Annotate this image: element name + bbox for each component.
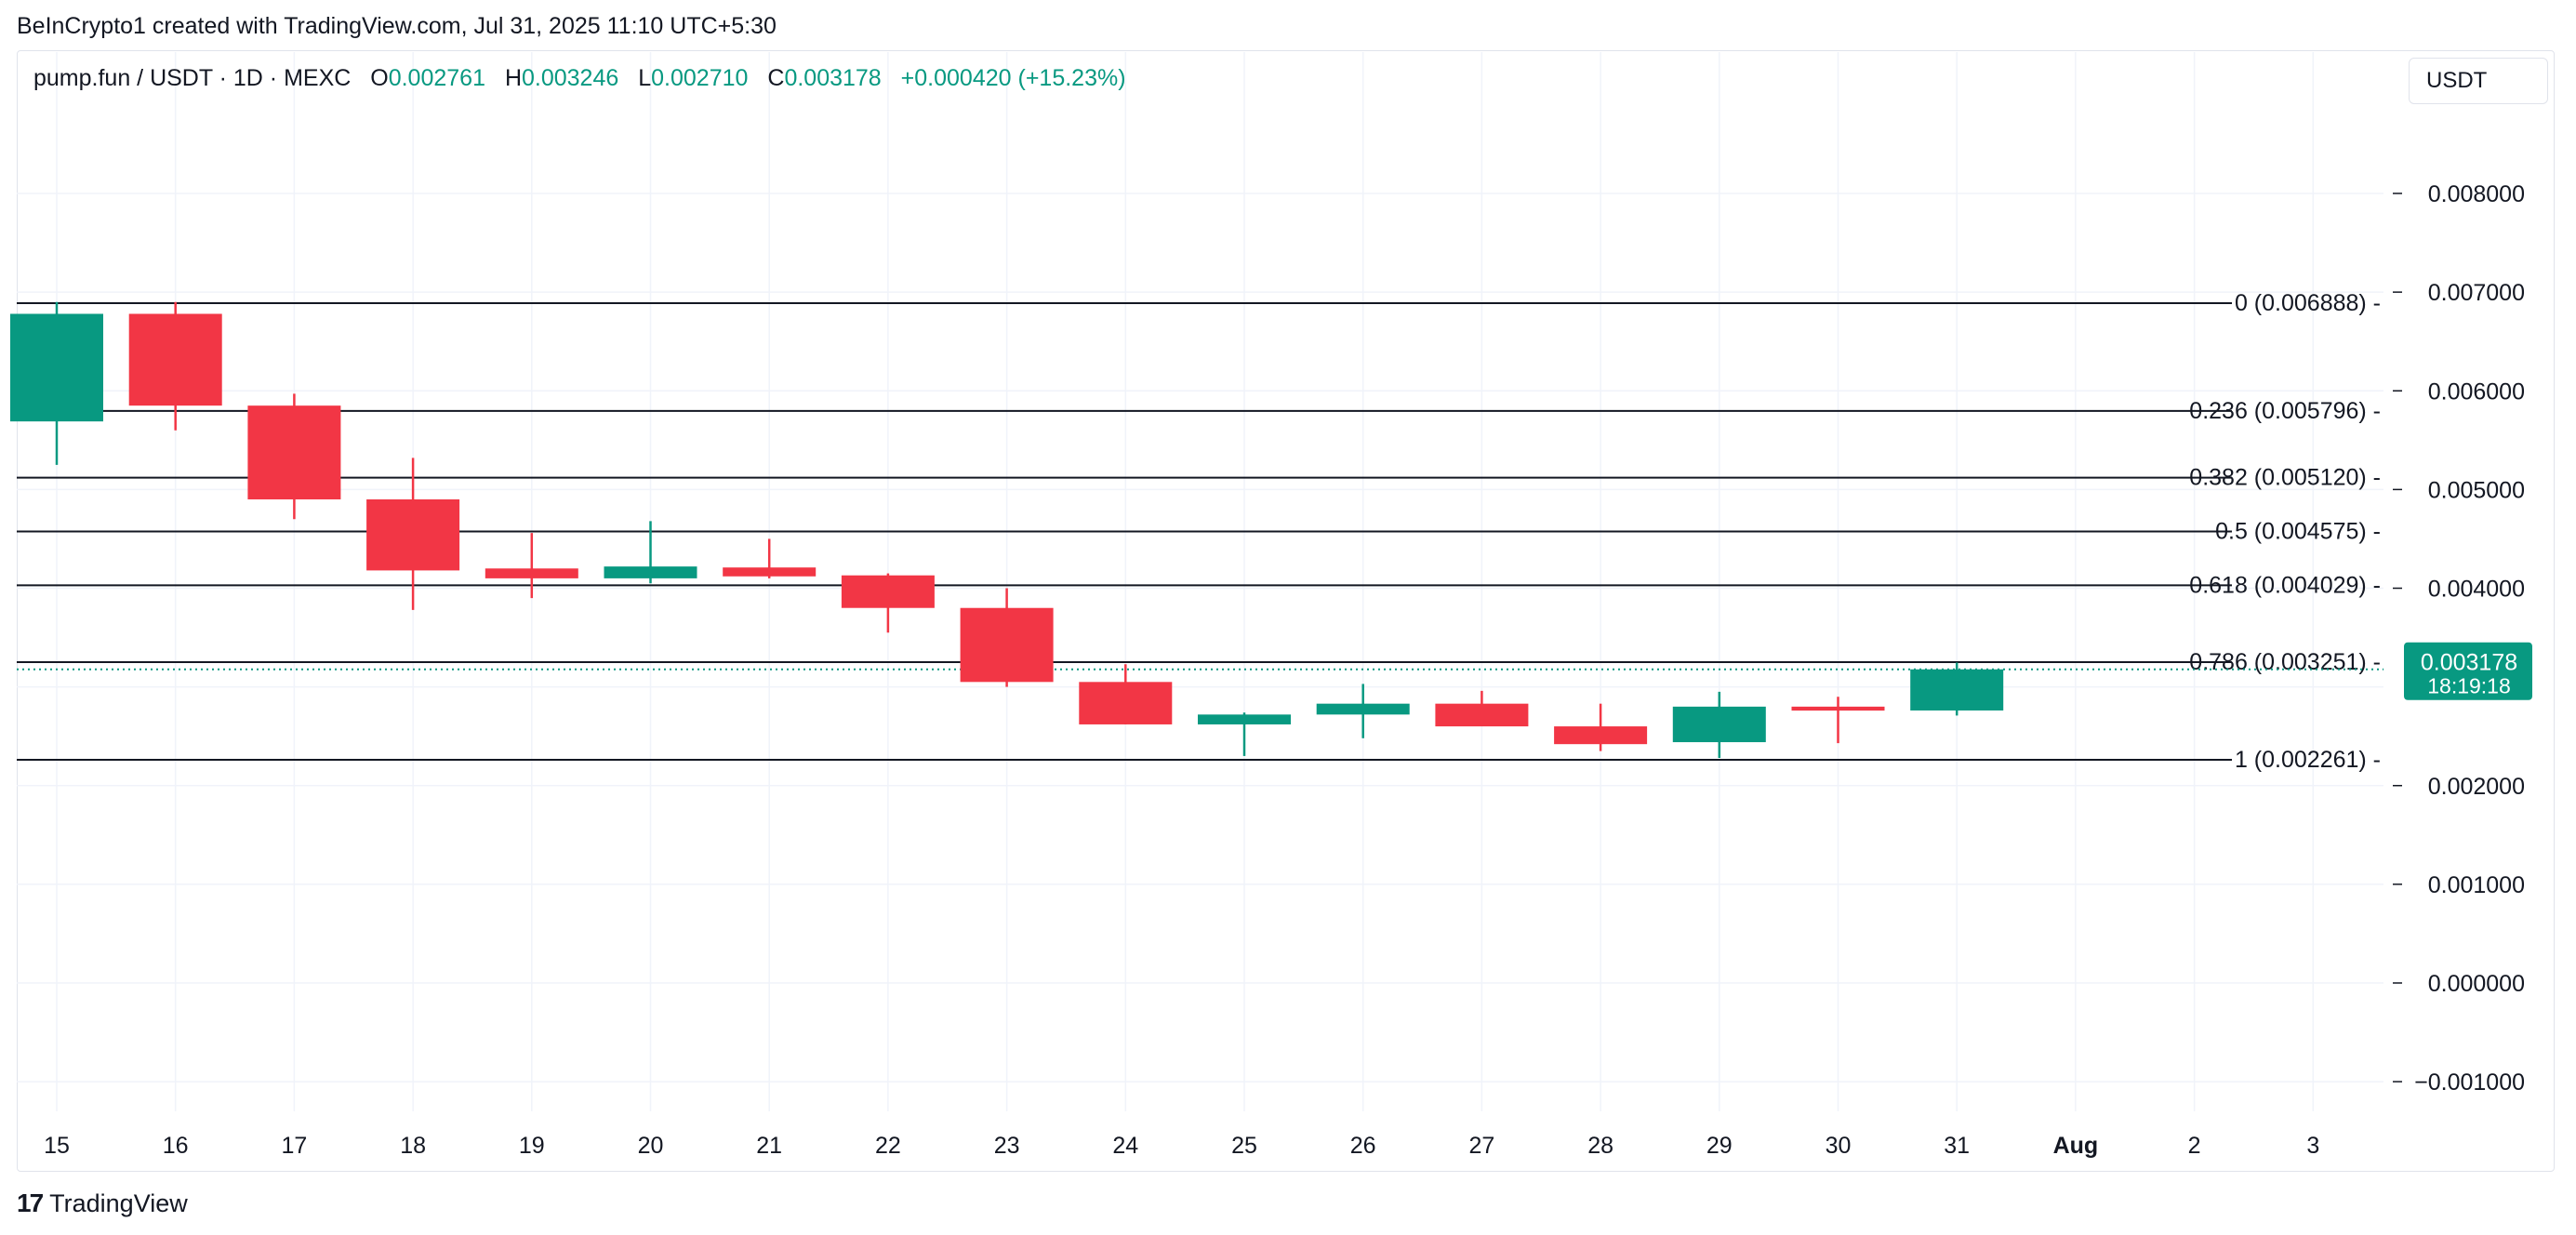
- time-axis: 15 16 17 18 19 20 21 22 23 24 25 26 27 28 29 30 31 Aug 2 3: [44, 1133, 2319, 1159]
- candle-body: [1910, 669, 2004, 710]
- candle-body: [960, 607, 1054, 683]
- candle-body: [723, 567, 817, 577]
- time-tick-label: 29: [1706, 1133, 1733, 1159]
- open-value: 0.002761: [388, 65, 485, 91]
- currency-button[interactable]: USDT: [2409, 58, 2548, 104]
- tv-logo-icon: 17: [17, 1189, 44, 1217]
- tradingview-footer[interactable]: 17 TradingView: [17, 1189, 188, 1218]
- fib-level-label: 0.382 (0.005120) -: [2189, 465, 2381, 491]
- fib-level-label: 0.618 (0.004029) -: [2189, 572, 2381, 598]
- time-tick-label: 24: [1112, 1133, 1138, 1159]
- time-tick-label: 23: [994, 1133, 1020, 1159]
- price-tick-label: −0.001000: [2414, 1069, 2525, 1096]
- time-tick-label: 20: [638, 1133, 664, 1159]
- price-tick-label: 0.005000: [2428, 477, 2525, 503]
- fibonacci-retracement: 0 (0.006888) - 0.236 (0.005796) - 0.382 (0…: [17, 290, 2383, 773]
- candle-body: [485, 568, 578, 578]
- candles: [10, 301, 2004, 759]
- time-tick-label: 30: [1826, 1133, 1852, 1159]
- fib-level-label: 1 (0.002261) -: [2235, 747, 2381, 773]
- time-tick-label: 22: [875, 1133, 901, 1159]
- price-tick-label: 0.008000: [2428, 181, 2525, 207]
- low-label: L: [638, 65, 652, 91]
- time-tick-label: 28: [1587, 1133, 1613, 1159]
- candle-body: [128, 313, 222, 406]
- candle-body: [1791, 706, 1885, 711]
- price-tick-label: 0.000000: [2428, 971, 2525, 997]
- chart-frame: [17, 50, 2555, 1172]
- time-tick-label: 3: [2306, 1133, 2319, 1159]
- candle-body: [1079, 682, 1173, 724]
- fib-level-label: 0.236 (0.005796) -: [2189, 398, 2381, 424]
- countdown-value: 18:19:18: [2427, 674, 2511, 698]
- candle-body: [247, 405, 341, 499]
- fib-level-label: 0 (0.006888) -: [2235, 290, 2381, 316]
- open-label: O: [370, 65, 389, 91]
- brand-name: TradingView: [49, 1189, 188, 1217]
- price-axis: 0.008000 0.007000 0.006000 0.005000 0.004000…: [2393, 181, 2525, 1096]
- chart-credit: BeInCrypto1 created with TradingView.com…: [17, 13, 777, 39]
- time-tick-label: 25: [1231, 1133, 1257, 1159]
- close-value: 0.003178: [784, 65, 882, 91]
- time-tick-label: 2: [2188, 1133, 2201, 1159]
- candle-body: [1672, 706, 1766, 743]
- time-tick-label: 21: [756, 1133, 782, 1159]
- time-tick-label: 31: [1944, 1133, 1970, 1159]
- candle-body: [841, 575, 935, 608]
- close-label: C: [767, 65, 785, 91]
- time-tick-label: 17: [281, 1133, 307, 1159]
- candle-body: [604, 566, 697, 578]
- price-tick-label: 0.002000: [2428, 774, 2525, 800]
- fib-level-label: 0.5 (0.004575) -: [2215, 518, 2381, 544]
- price-tick-label: 0.007000: [2428, 280, 2525, 306]
- time-tick-label: 27: [1468, 1133, 1494, 1159]
- candle-body: [366, 498, 460, 571]
- time-tick-label: 26: [1350, 1133, 1376, 1159]
- price-tick-label: 0.004000: [2428, 577, 2525, 603]
- high-label: H: [504, 65, 522, 91]
- candle-body: [1554, 726, 1648, 745]
- candle-body: [1435, 703, 1529, 727]
- candle-body: [1316, 703, 1410, 715]
- time-tick-label: 19: [519, 1133, 545, 1159]
- high-value: 0.003246: [522, 65, 619, 91]
- time-tick-label: Aug: [2053, 1133, 2099, 1159]
- candle-body: [10, 313, 103, 422]
- price-tick-label: 0.001000: [2428, 872, 2525, 898]
- change-value: +0.000420 (+15.23%): [900, 65, 1126, 91]
- grid-lines: [17, 52, 2383, 1111]
- time-tick-label: 18: [400, 1133, 426, 1159]
- last-price-badge-bg: [2404, 642, 2532, 700]
- symbol-legend: pump.fun / USDT · 1D · MEXC O0.002761 H0…: [33, 65, 1126, 92]
- low-value: 0.002710: [651, 65, 749, 91]
- symbol-name[interactable]: pump.fun / USDT · 1D · MEXC: [33, 65, 352, 91]
- fib-level-label: 0.786 (0.003251) -: [2189, 649, 2381, 675]
- candle-body: [1198, 714, 1291, 724]
- last-price-value: 0.003178: [2421, 650, 2517, 676]
- time-tick-label: 15: [44, 1133, 70, 1159]
- time-tick-label: 16: [163, 1133, 189, 1159]
- price-tick-label: 0.006000: [2428, 378, 2525, 405]
